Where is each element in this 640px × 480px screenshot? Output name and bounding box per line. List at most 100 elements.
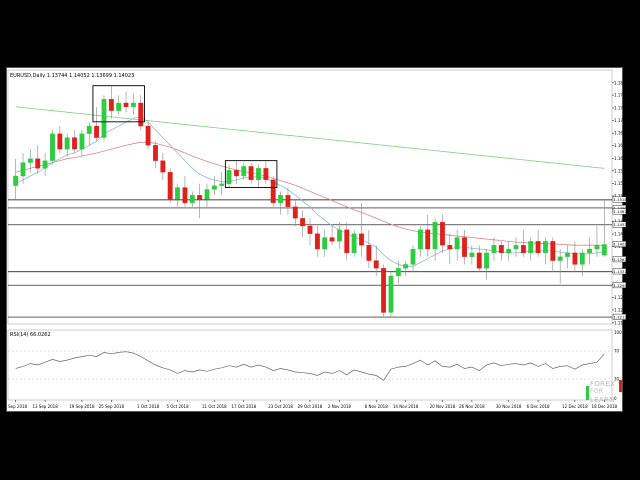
candle-body [440, 221, 445, 246]
candle-body [204, 189, 210, 200]
candle-body [79, 133, 85, 150]
candle-body [557, 256, 563, 261]
candle-body [211, 185, 217, 190]
candle-body [182, 187, 188, 204]
candle-body [145, 125, 151, 146]
candle-body [160, 160, 166, 173]
rsi-axis-30: 30 [614, 377, 620, 382]
ma-mid-line [15, 141, 605, 246]
chart-title: EURUSD,Daily 1.13744 1.14052 1.13699 1.1… [10, 73, 134, 79]
price-label: 1.14962 [614, 206, 630, 211]
candle-body [123, 102, 129, 107]
candle-body [219, 183, 225, 186]
chart-frame [6, 67, 623, 412]
candle-body [476, 252, 482, 269]
watermark-candle-icon [586, 386, 589, 400]
candle-body [351, 233, 357, 254]
candle-body [454, 237, 460, 250]
x-tick-label: 6 Dec 2018 [527, 404, 550, 409]
price-label-box [612, 208, 627, 215]
price-label: 1.13630 [614, 257, 630, 262]
candle-body [543, 241, 548, 254]
candle-body [189, 195, 195, 204]
candle-body [403, 264, 409, 269]
y-tick-label: 1.18225 [614, 80, 631, 85]
candle-body [248, 166, 254, 181]
rsi-title: RSI(14) 66.0262 [10, 332, 51, 338]
x-tick-label: 23 Oct 2018 [268, 404, 293, 409]
candle-body [329, 237, 335, 242]
x-tick-label: 18 Dec 2018 [592, 404, 618, 409]
y-tick-label: 1.17245 [614, 118, 631, 123]
candle-body [587, 248, 593, 254]
candle-body [300, 218, 306, 227]
candle-body [57, 133, 63, 150]
candle-body [233, 170, 239, 177]
candle-body [395, 268, 401, 277]
candle-body [175, 187, 180, 200]
candle-body [447, 245, 453, 250]
candle-body [101, 98, 107, 138]
candle-body [520, 245, 526, 254]
y-tick-label: 1.11980 [614, 320, 631, 325]
price-label-box [612, 196, 627, 203]
candle-body [572, 252, 578, 265]
y-tick-label: 1.12315 [614, 307, 631, 312]
price-label: 1.12130 [614, 314, 630, 319]
pattern-box [224, 160, 278, 188]
x-tick-label: 13 Sep 2018 [32, 404, 58, 409]
candle-body [307, 225, 313, 234]
y-tick-label: 1.15935 [614, 168, 631, 173]
x-tick-label: 17 Oct 2018 [231, 404, 256, 409]
x-tick-label: 8 Nov 2018 [365, 404, 389, 409]
price-label: 1.12955 [614, 283, 630, 288]
x-tick-label: 30 Nov 2018 [496, 404, 522, 409]
x-tick-label: 11 Oct 2018 [202, 404, 227, 409]
rsi-line [15, 351, 605, 381]
price-label-box [612, 221, 627, 228]
price-label: 1.14870 [614, 209, 630, 214]
x-tick-label: 19 Sep 2018 [69, 404, 95, 409]
y-tick-label: 1.15280 [614, 194, 631, 199]
candle-body [50, 133, 55, 161]
watermark-line2: FOR [590, 388, 604, 395]
candle-body [432, 221, 438, 250]
rsi-axis-70: 70 [614, 349, 620, 354]
price-label-box [612, 268, 627, 275]
candle-body [241, 166, 247, 177]
candle-body [108, 98, 114, 111]
candle-body [484, 252, 490, 269]
rsi-axis-min: 0 [614, 396, 617, 401]
candle-body [579, 252, 585, 265]
candle-body [410, 248, 416, 265]
price-label: 1.14023 [614, 242, 630, 247]
candle-body [270, 179, 276, 204]
y-tick-label: 1.16915 [614, 131, 631, 136]
ma-slow-line [15, 106, 605, 169]
candle-body [344, 229, 350, 254]
candle-body [491, 245, 497, 254]
x-tick-label: 7 Sep 2018 [4, 404, 27, 409]
watermark-line3: LEARN [590, 396, 615, 404]
rsi-pane [7, 329, 613, 401]
candle-body [337, 229, 342, 242]
candle-body [594, 245, 600, 250]
price-label: 1.14530 [614, 222, 630, 227]
x-tick-label: 25 Sep 2018 [99, 404, 125, 409]
y-tick-label: 1.17570 [614, 105, 631, 110]
candle-body [506, 248, 512, 254]
candle-body [359, 233, 364, 246]
y-tick-label: 1.14290 [614, 232, 631, 237]
candle-body [94, 125, 100, 138]
candle-body [197, 195, 203, 200]
candle-body [138, 102, 144, 127]
x-tick-label: 14 Nov 2018 [393, 404, 419, 409]
y-tick-label: 1.15610 [614, 181, 631, 186]
pattern-box [92, 85, 145, 123]
candle-body [388, 275, 394, 313]
candle-body [13, 175, 19, 186]
y-tick-label: 1.16255 [614, 156, 631, 161]
candle-body [167, 172, 173, 200]
candle-body [366, 245, 372, 261]
